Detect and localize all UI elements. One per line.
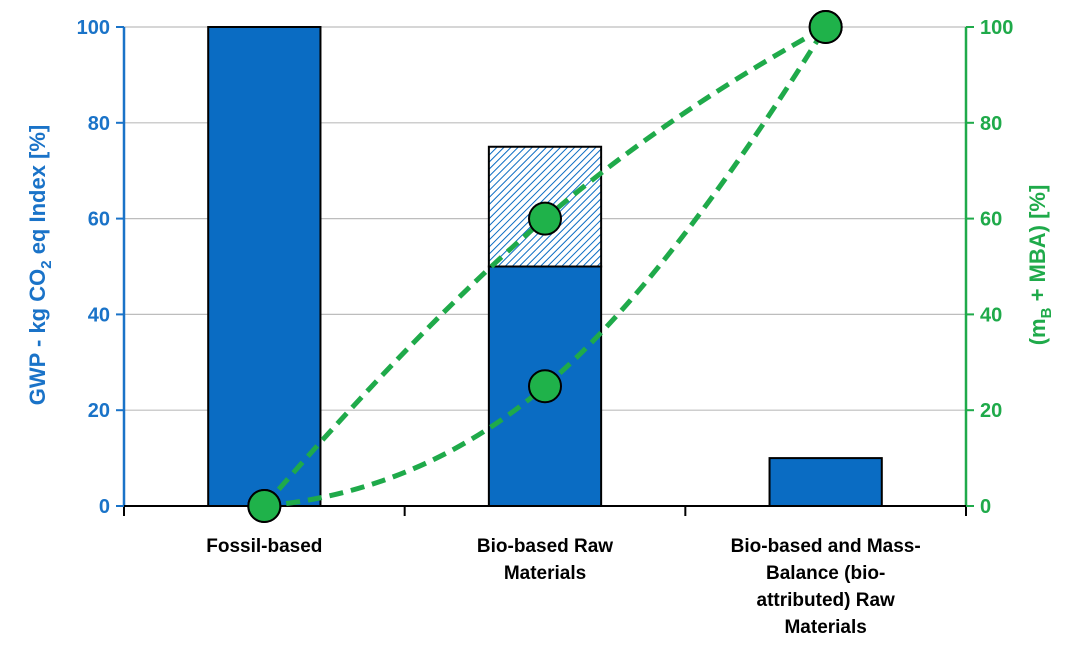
y-axis-title-left: GWP - kg CO2 eq Index [%] (25, 125, 55, 406)
y-tick-label-right: 0 (980, 496, 991, 518)
y-axis-title-left-tail: eq Index [%] (25, 125, 50, 261)
category-label-line: Materials (784, 617, 866, 638)
y-axis-title-right-sub: B (1038, 307, 1055, 318)
y-tick-label-right: 40 (980, 304, 1002, 326)
y-tick-label-left: 100 (77, 17, 110, 39)
y-tick-label-left: 60 (88, 209, 110, 231)
series-point (528, 369, 562, 404)
series-line (264, 25, 828, 509)
y-tick-label-right: 60 (980, 209, 1002, 231)
y-tick-label-left: 0 (99, 496, 110, 518)
bars (207, 26, 883, 508)
y-tick-label-right: 100 (980, 17, 1013, 39)
y-axis-title-left-main: GWP - kg CO (25, 269, 50, 406)
series-point (808, 10, 843, 44)
y-axis-title-right: (mB + MBA) [%] (1025, 185, 1055, 346)
category-label-line: Materials (504, 563, 586, 584)
y-axis-title-left-sub: 2 (38, 260, 55, 268)
category-label-line: Balance (bio- (766, 563, 885, 584)
category-label-line: Bio-based and Mass- (731, 536, 921, 557)
y-tick-label-left: 20 (88, 400, 110, 422)
series-point (528, 201, 562, 236)
y-axis-title-right-pre: (m (1025, 318, 1050, 345)
category-label: Bio-based Raw Materials (477, 536, 613, 584)
tick-labels: 0 0 20 20 40 40 60 60 80 80 100 100 (77, 17, 1014, 518)
y-tick-label-left: 80 (88, 113, 110, 135)
category-label: Bio-based and Mass- Balance (bio-attribut… (731, 536, 921, 638)
y-tick-label-right: 80 (980, 113, 1002, 135)
y-axis-title-right-tail: + MBA) [%] (1025, 185, 1050, 308)
category-labels: Fossil-based Bio-based Raw MaterialsBio-ba… (206, 536, 920, 638)
bar (768, 457, 883, 508)
category-label-line: Fossil-based (206, 536, 322, 557)
y-tick-label-right: 20 (980, 400, 1002, 422)
series-point (247, 489, 282, 523)
y-tick-label-left: 40 (88, 304, 110, 326)
series-lines (247, 10, 843, 523)
category-label-line: attributed) Raw (757, 590, 896, 611)
category-label: Fossil-based (206, 536, 322, 557)
bar (207, 26, 322, 507)
category-label-line: Bio-based Raw (477, 536, 613, 557)
